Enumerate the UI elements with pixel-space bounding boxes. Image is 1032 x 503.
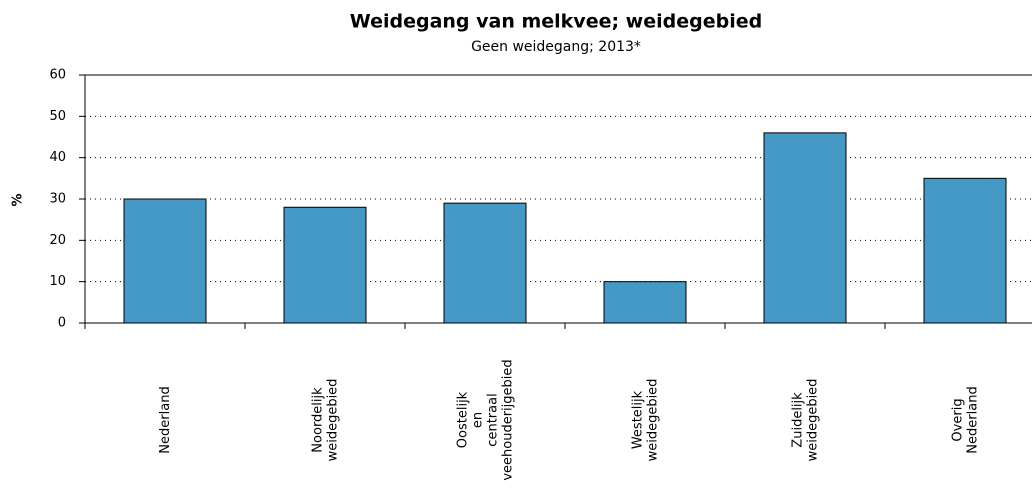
bar: [443, 202, 527, 324]
bar: [283, 206, 367, 324]
y-tick-label: 20: [49, 233, 66, 248]
x-tick-label: OverigNederland: [950, 386, 980, 453]
y-axis-label: %: [11, 193, 26, 206]
y-tick-label: 50: [49, 109, 66, 124]
y-tick-label: 10: [49, 274, 66, 289]
y-tick-label: 30: [49, 192, 66, 207]
chart-title: Weidegang van melkvee; weidegebied: [350, 11, 762, 33]
y-tick-label: 60: [49, 68, 66, 83]
x-tick-label: Oostelijkencentraalveehouderijgebied: [455, 359, 515, 480]
x-tick-label: Westelijkweidegebied: [630, 379, 660, 462]
x-tick-label: Zuidelijkweidegebied: [790, 379, 820, 462]
chart-subtitle: Geen weidegang; 2013*: [471, 39, 641, 55]
bar: [923, 177, 1007, 324]
bar: [123, 198, 207, 324]
x-tick-label: Noordelijkweidegebied: [310, 379, 340, 462]
y-tick-label: 40: [49, 150, 66, 165]
bar: [603, 281, 687, 324]
y-tick-label: 0: [58, 316, 66, 331]
bar: [763, 132, 847, 324]
x-tick-label: Nederland: [158, 386, 173, 453]
